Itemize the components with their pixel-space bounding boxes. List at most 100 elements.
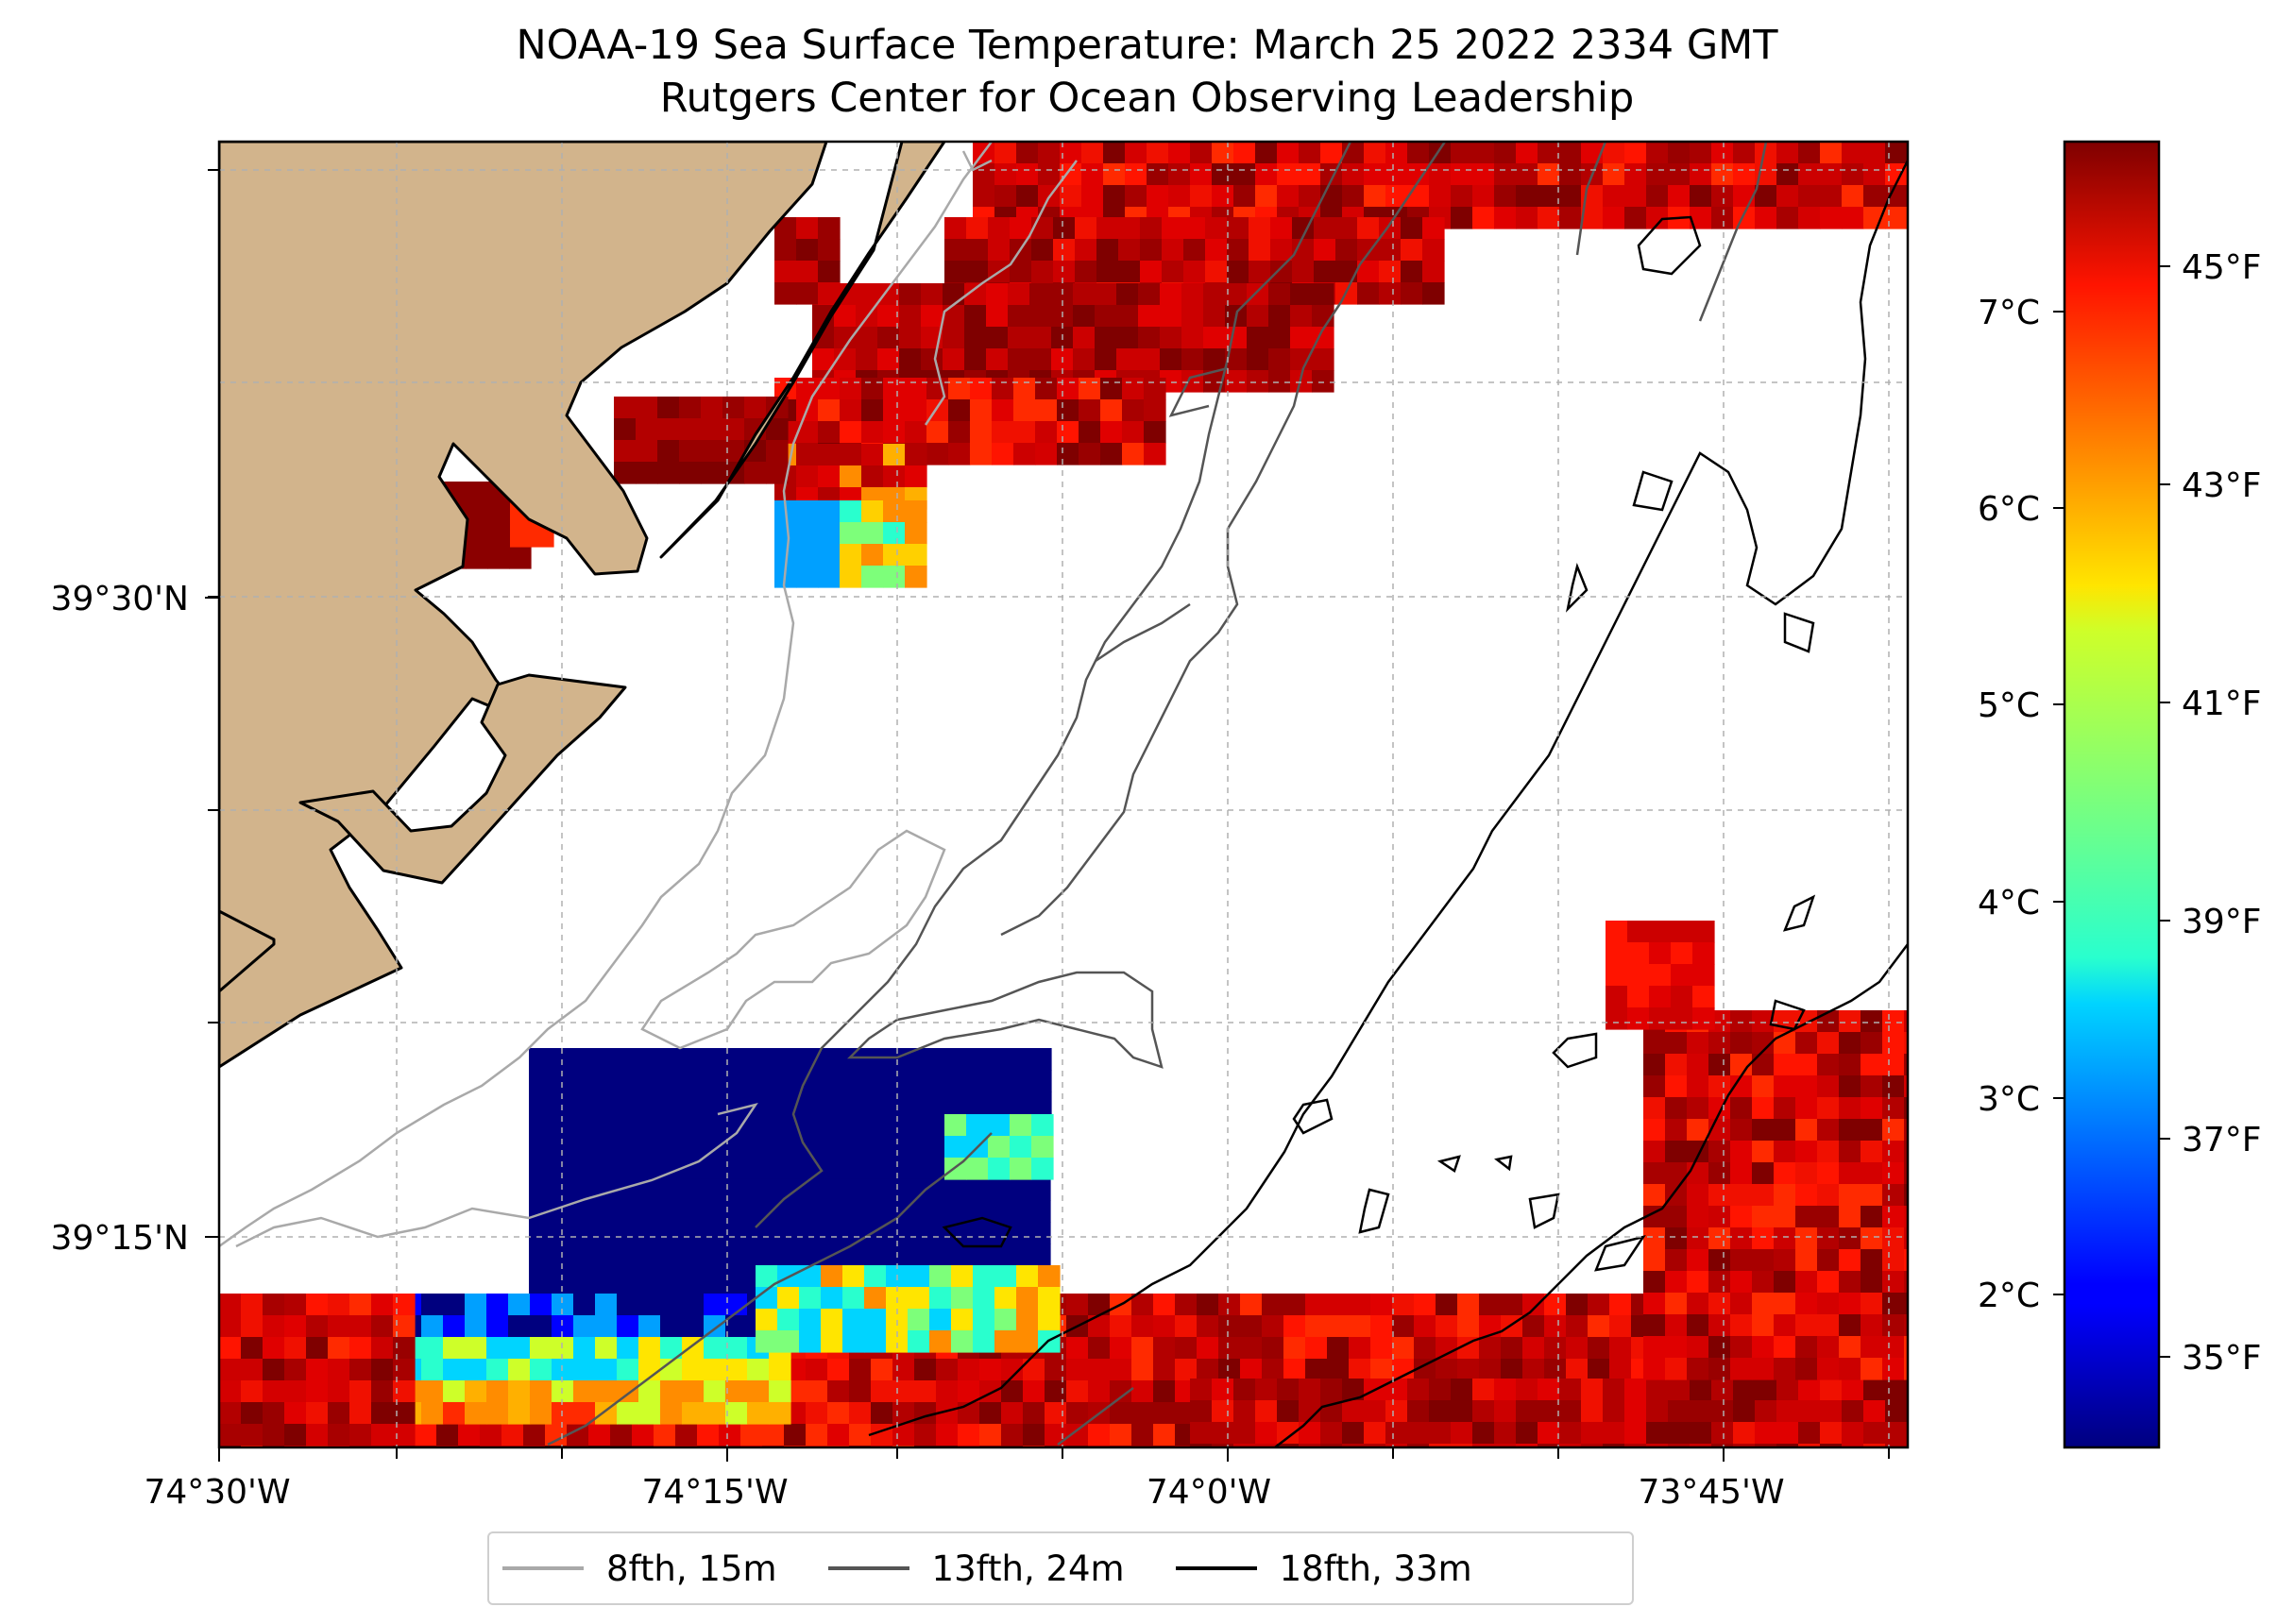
sst-pixel xyxy=(964,1070,987,1092)
sst-pixel xyxy=(681,1200,704,1223)
sst-pixel xyxy=(1401,261,1423,283)
sst-pixel xyxy=(1904,1097,1908,1120)
sst-pixel xyxy=(1103,163,1126,186)
sst-pixel xyxy=(1013,378,1036,400)
sst-pixel xyxy=(1451,1400,1473,1423)
sst-pixel xyxy=(1774,1032,1796,1055)
sst-pixel xyxy=(1665,1075,1688,1098)
sst-pixel xyxy=(1904,1293,1908,1315)
sst-pixel xyxy=(1001,1380,1024,1403)
sst-pixel xyxy=(703,1222,725,1244)
sst-pixel xyxy=(1603,1422,1625,1445)
sst-pixel xyxy=(929,1330,952,1353)
sst-pixel xyxy=(1035,378,1058,400)
sst-pixel xyxy=(616,1070,638,1092)
sst-pixel xyxy=(1290,305,1313,328)
colorbar-fahrenheit-label: 37°F xyxy=(2182,1121,2262,1159)
sst-pixel xyxy=(614,418,637,441)
sst-pixel xyxy=(421,1359,444,1381)
sst-pixel xyxy=(1501,1294,1523,1316)
sst-pixel xyxy=(1609,1294,1632,1316)
sst-pixel xyxy=(812,1070,835,1092)
sst-pixel xyxy=(1075,261,1097,283)
sst-pixel xyxy=(1007,1222,1029,1244)
sst-pixel xyxy=(637,1135,660,1158)
gridlines xyxy=(219,142,1908,1447)
sst-pixel xyxy=(1544,1294,1567,1316)
sst-pixel xyxy=(594,1157,617,1179)
sst-pixel xyxy=(1370,1446,1393,1447)
sst-pixel xyxy=(1687,1184,1709,1207)
sst-pixel xyxy=(1643,1271,1666,1294)
sst-pixel xyxy=(1907,1400,1908,1423)
sst-pixel xyxy=(973,1265,995,1288)
sst-pixel xyxy=(458,1446,481,1447)
sst-pixel xyxy=(1096,217,1119,240)
sst-pixel xyxy=(241,1446,263,1447)
sst-pixel xyxy=(834,1113,857,1136)
sst-pixel xyxy=(1603,1379,1625,1401)
sst-pixel xyxy=(614,397,637,419)
sst-pixel xyxy=(1240,1294,1263,1316)
sst-pixel xyxy=(1035,399,1058,422)
sst-pixel xyxy=(1168,185,1191,208)
sst-pixel xyxy=(1665,1227,1688,1250)
sst-pixel xyxy=(659,1265,682,1288)
sst-pixel xyxy=(811,1243,834,1266)
sst-pixel xyxy=(487,525,510,548)
sst-pixel xyxy=(766,440,789,463)
sst-pixel xyxy=(1031,1136,1054,1159)
sst-pixel xyxy=(1023,1359,1045,1381)
sst-pixel xyxy=(436,1446,459,1447)
sst-pixel xyxy=(1255,1400,1278,1423)
sst-pixel xyxy=(1588,1315,1610,1338)
sst-pixel xyxy=(1842,163,1864,186)
sst-pixel xyxy=(1249,261,1271,283)
sst-pixel xyxy=(855,1178,877,1201)
sst-pixel xyxy=(1538,1444,1560,1447)
sst-pixel xyxy=(768,1243,790,1266)
sst-pixel xyxy=(1627,921,1650,943)
sst-pixel xyxy=(1277,1379,1300,1401)
sst-pixel xyxy=(1110,1380,1132,1403)
sst-pixel xyxy=(1335,239,1358,262)
sst-pixel xyxy=(614,440,637,463)
sst-pixel xyxy=(943,283,965,306)
sst-pixel xyxy=(306,1294,329,1316)
sst-pixel xyxy=(834,1048,857,1071)
sst-pixel xyxy=(864,1287,887,1310)
sst-pixel xyxy=(876,1243,899,1266)
sst-pixel xyxy=(1218,1315,1241,1338)
sst-pixel xyxy=(963,1222,986,1244)
sst-pixel xyxy=(1774,1336,1796,1359)
sst-pixel xyxy=(936,1402,959,1425)
sst-pixel xyxy=(1863,142,1886,164)
colorbar-celsius-label: 5°C xyxy=(1978,686,2040,725)
sst-pixel xyxy=(1379,282,1402,305)
sst-pixel xyxy=(1479,1294,1502,1316)
sst-pixel xyxy=(466,503,488,526)
sst-pixel xyxy=(724,1200,747,1223)
sst-pixel xyxy=(1057,378,1079,400)
sst-pixel xyxy=(1010,217,1032,240)
sst-pixel xyxy=(790,1157,813,1179)
sst-pixel xyxy=(1668,1422,1691,1445)
sst-pixel xyxy=(1839,1054,1861,1076)
sst-pixel xyxy=(1559,207,1582,229)
sst-pixel xyxy=(1197,1446,1219,1447)
sst-pixel xyxy=(284,1315,307,1338)
sst-pixel xyxy=(1175,1294,1198,1316)
sst-pixel xyxy=(724,1243,747,1266)
sst-pixel xyxy=(1110,1446,1132,1447)
sst-pixel xyxy=(1538,207,1560,229)
sst-pixel xyxy=(617,1359,639,1381)
sst-pixel xyxy=(1690,1444,1712,1447)
sst-pixel xyxy=(614,462,637,484)
sst-pixel xyxy=(1559,1444,1582,1447)
sst-pixel xyxy=(241,1402,263,1425)
sst-pixel xyxy=(1379,261,1402,283)
sst-pixel xyxy=(963,1200,986,1223)
sst-pixel xyxy=(1752,1314,1775,1337)
sst-pixel xyxy=(679,418,702,441)
sst-pixel xyxy=(973,1309,995,1331)
